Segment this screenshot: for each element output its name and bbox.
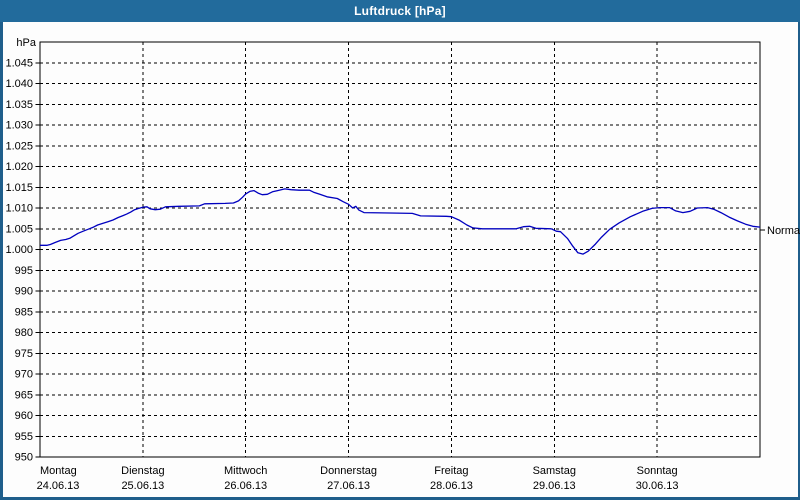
pressure-series-line — [40, 188, 761, 255]
y-tick-label: 1.000 — [5, 244, 33, 256]
date-label: 28.06.13 — [430, 480, 473, 492]
y-tick-label: 975 — [15, 348, 33, 360]
y-tick-label: 985 — [15, 306, 33, 318]
y-tick-label: 1.040 — [5, 78, 33, 90]
date-label: 30.06.13 — [636, 480, 679, 492]
day-label: Dienstag — [121, 465, 164, 477]
y-tick-label: 1.045 — [5, 57, 33, 69]
plot-border — [39, 41, 761, 458]
date-label: 25.06.13 — [121, 480, 164, 492]
day-label: Montag — [40, 465, 77, 477]
y-tick-label: 950 — [15, 452, 33, 464]
date-label: 26.06.13 — [224, 480, 267, 492]
chart-frame — [0, 22, 800, 500]
y-tick-label: 980 — [15, 327, 33, 339]
date-label: 24.06.13 — [37, 480, 80, 492]
normal-marker-label: Normal — [767, 225, 800, 237]
day-label: Donnerstag — [320, 465, 377, 477]
y-tick-label: 955 — [15, 431, 33, 443]
y-tick-label: 1.015 — [5, 182, 33, 194]
date-label: 29.06.13 — [533, 480, 576, 492]
title-bar[interactable]: Luftdruck [hPa] — [0, 0, 800, 22]
y-tick-label: 970 — [15, 369, 33, 381]
y-tick-label: 990 — [15, 286, 33, 298]
day-label: Samstag — [533, 465, 576, 477]
y-tick-label: 1.005 — [5, 223, 33, 235]
day-label: Sonntag — [637, 465, 678, 477]
window-title: Luftdruck [hPa] — [354, 4, 446, 18]
day-label: Freitag — [434, 465, 468, 477]
y-tick-label: 1.035 — [5, 99, 33, 111]
y-tick-label: 965 — [15, 389, 33, 401]
day-label: Mittwoch — [224, 465, 267, 477]
y-tick-label: 1.020 — [5, 161, 33, 173]
date-label: 27.06.13 — [327, 480, 370, 492]
y-tick-label: 1.025 — [5, 140, 33, 152]
y-axis-unit-label: hPa — [16, 37, 36, 49]
y-tick-label: 995 — [15, 265, 33, 277]
y-tick-label: 960 — [15, 410, 33, 422]
y-tick-label: 1.010 — [5, 203, 33, 215]
y-tick-label: 1.030 — [5, 120, 33, 132]
